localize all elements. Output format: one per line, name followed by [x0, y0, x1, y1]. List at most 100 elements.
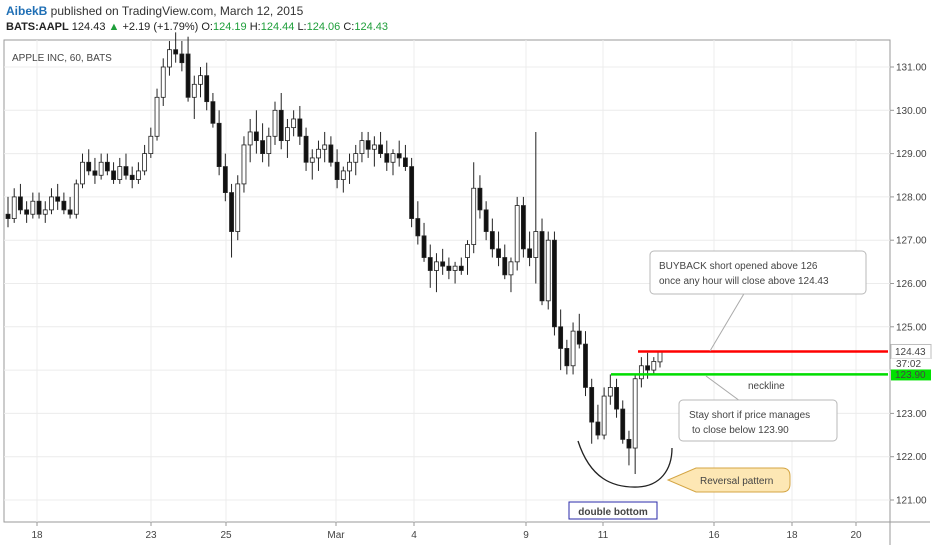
candle[interactable] — [98, 161, 104, 176]
candle[interactable] — [371, 144, 377, 150]
candle[interactable] — [595, 421, 601, 436]
candle[interactable] — [185, 53, 191, 98]
candle[interactable] — [421, 235, 427, 258]
candle[interactable] — [198, 75, 203, 85]
candle[interactable] — [334, 161, 340, 180]
candle[interactable] — [173, 49, 179, 55]
candle[interactable] — [253, 131, 259, 142]
candle[interactable] — [427, 257, 433, 271]
candle[interactable] — [297, 118, 303, 137]
candle[interactable] — [527, 248, 532, 258]
candle[interactable] — [260, 140, 265, 155]
candle[interactable] — [508, 261, 514, 276]
candle[interactable] — [229, 192, 234, 232]
reversal-callout[interactable] — [666, 467, 791, 493]
candle[interactable] — [533, 231, 539, 258]
candle[interactable] — [266, 135, 272, 154]
candle[interactable] — [11, 196, 17, 219]
candle[interactable] — [502, 257, 508, 276]
candle[interactable] — [496, 248, 501, 258]
candle[interactable] — [160, 66, 166, 98]
candle[interactable] — [620, 408, 626, 440]
candle[interactable] — [49, 196, 54, 211]
candle[interactable] — [576, 330, 582, 345]
candle[interactable] — [148, 135, 154, 154]
candle[interactable] — [67, 209, 73, 215]
candle[interactable] — [135, 170, 141, 180]
candle[interactable] — [347, 161, 352, 172]
candle[interactable] — [216, 122, 222, 167]
author-link[interactable]: AibekB — [6, 4, 48, 18]
candle[interactable] — [80, 161, 85, 185]
candle[interactable] — [452, 265, 458, 271]
candle[interactable] — [111, 170, 116, 180]
candle[interactable] — [390, 153, 396, 163]
candle[interactable] — [167, 49, 172, 68]
candle[interactable] — [539, 231, 545, 302]
candle[interactable] — [340, 170, 346, 180]
candle[interactable] — [55, 196, 61, 202]
candle[interactable] — [322, 144, 328, 150]
candle[interactable] — [440, 261, 446, 267]
candle[interactable] — [5, 213, 11, 219]
candle[interactable] — [614, 387, 619, 410]
candle[interactable] — [104, 161, 110, 172]
candle[interactable] — [477, 187, 483, 211]
candle[interactable] — [483, 209, 489, 232]
candle[interactable] — [651, 361, 657, 371]
candle[interactable] — [434, 261, 439, 271]
candle[interactable] — [458, 265, 464, 271]
candle[interactable] — [272, 109, 278, 137]
candle[interactable] — [645, 365, 650, 371]
candle[interactable] — [564, 348, 570, 367]
candle[interactable] — [210, 101, 216, 124]
candle[interactable] — [285, 127, 290, 142]
candle[interactable] — [278, 109, 284, 142]
candle[interactable] — [36, 200, 42, 215]
candle[interactable] — [303, 135, 309, 163]
candle[interactable] — [607, 387, 613, 397]
candle[interactable] — [514, 205, 520, 263]
candle[interactable] — [309, 157, 315, 163]
candle[interactable] — [291, 118, 297, 129]
candle[interactable] — [222, 166, 228, 193]
candle[interactable] — [471, 187, 477, 245]
candle[interactable] — [247, 131, 253, 146]
candle[interactable] — [558, 326, 564, 349]
candle[interactable] — [359, 140, 365, 155]
candle[interactable] — [129, 174, 135, 180]
candle[interactable] — [179, 53, 185, 64]
candle[interactable] — [24, 209, 30, 215]
candle[interactable] — [378, 144, 383, 155]
candle[interactable] — [520, 205, 526, 250]
candle[interactable] — [73, 183, 79, 215]
candle[interactable] — [117, 166, 123, 180]
double-bottom-box[interactable] — [568, 501, 658, 520]
candle[interactable] — [92, 170, 98, 176]
candle[interactable] — [583, 343, 588, 388]
candle[interactable] — [384, 153, 390, 163]
candle[interactable] — [30, 200, 36, 215]
candle[interactable] — [365, 140, 371, 150]
candle[interactable] — [18, 196, 23, 211]
candle[interactable] — [123, 166, 129, 176]
candle[interactable] — [204, 75, 210, 103]
candle[interactable] — [241, 144, 247, 185]
candle[interactable] — [657, 351, 663, 363]
candle[interactable] — [552, 239, 557, 328]
candle[interactable] — [409, 166, 415, 219]
candle[interactable] — [235, 183, 241, 232]
candle[interactable] — [396, 153, 402, 159]
candle[interactable] — [632, 378, 638, 449]
candle[interactable] — [415, 218, 421, 237]
candle[interactable] — [601, 395, 607, 436]
candle[interactable] — [638, 365, 644, 380]
stay-short-box[interactable] — [678, 399, 838, 442]
candle[interactable] — [489, 231, 495, 250]
candle[interactable] — [191, 83, 197, 98]
candle[interactable] — [589, 387, 595, 423]
candle[interactable] — [142, 153, 148, 172]
candle[interactable] — [545, 239, 551, 302]
candle[interactable] — [61, 200, 67, 211]
candle[interactable] — [86, 161, 92, 172]
